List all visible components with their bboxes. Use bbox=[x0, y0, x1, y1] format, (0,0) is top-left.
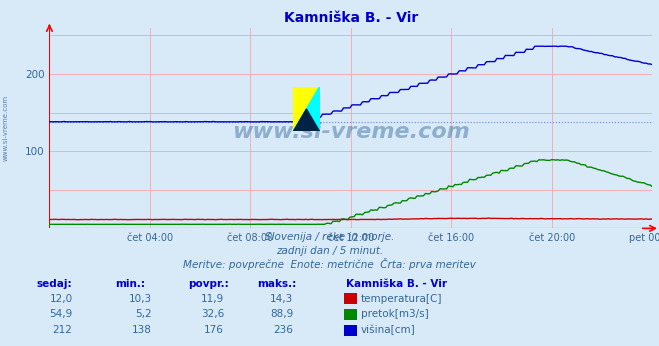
Text: 88,9: 88,9 bbox=[270, 309, 293, 319]
Text: maks.:: maks.: bbox=[257, 279, 297, 289]
Text: 10,3: 10,3 bbox=[129, 294, 152, 304]
Text: Kamniška B. - Vir: Kamniška B. - Vir bbox=[346, 279, 447, 289]
Text: www.si-vreme.com: www.si-vreme.com bbox=[2, 95, 9, 161]
Text: sedaj:: sedaj: bbox=[36, 279, 72, 289]
Text: Meritve: povprečne  Enote: metrične  Črta: prva meritev: Meritve: povprečne Enote: metrične Črta:… bbox=[183, 258, 476, 270]
Text: 212: 212 bbox=[53, 325, 72, 335]
Text: 138: 138 bbox=[132, 325, 152, 335]
Polygon shape bbox=[293, 131, 320, 143]
Text: 12,0: 12,0 bbox=[49, 294, 72, 304]
Text: 236: 236 bbox=[273, 325, 293, 335]
Text: zadnji dan / 5 minut.: zadnji dan / 5 minut. bbox=[276, 246, 383, 256]
Polygon shape bbox=[293, 109, 320, 131]
Title: Kamniška B. - Vir: Kamniška B. - Vir bbox=[284, 11, 418, 25]
Polygon shape bbox=[293, 86, 320, 131]
Text: 54,9: 54,9 bbox=[49, 309, 72, 319]
Text: temperatura[C]: temperatura[C] bbox=[361, 294, 443, 304]
Text: pretok[m3/s]: pretok[m3/s] bbox=[361, 309, 429, 319]
Text: www.si-vreme.com: www.si-vreme.com bbox=[232, 122, 470, 142]
Text: 176: 176 bbox=[204, 325, 224, 335]
Text: 32,6: 32,6 bbox=[201, 309, 224, 319]
Text: povpr.:: povpr.: bbox=[188, 279, 229, 289]
Text: višina[cm]: višina[cm] bbox=[361, 325, 416, 335]
Text: 5,2: 5,2 bbox=[135, 309, 152, 319]
Text: 14,3: 14,3 bbox=[270, 294, 293, 304]
Text: 11,9: 11,9 bbox=[201, 294, 224, 304]
Text: Slovenija / reke in morje.: Slovenija / reke in morje. bbox=[265, 233, 394, 243]
Text: min.:: min.: bbox=[115, 279, 146, 289]
Polygon shape bbox=[293, 86, 320, 131]
